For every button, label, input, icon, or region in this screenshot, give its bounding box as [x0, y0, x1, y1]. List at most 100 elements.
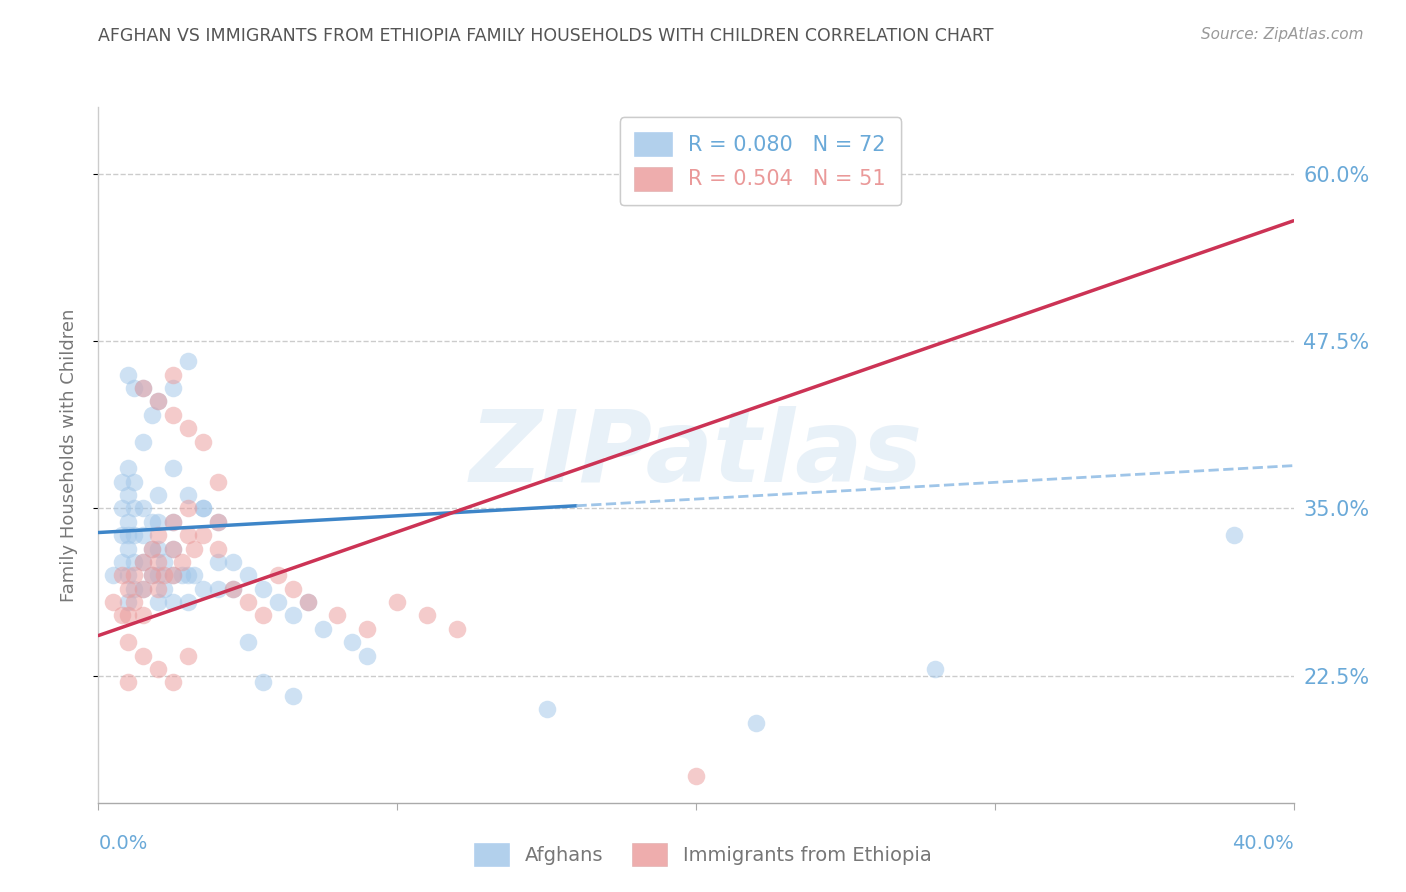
Point	[132, 555, 155, 569]
Point	[117, 635, 139, 649]
Point	[124, 528, 146, 542]
Point	[536, 702, 558, 716]
Point	[162, 408, 184, 422]
Text: 0.0%: 0.0%	[98, 834, 148, 853]
Point	[177, 595, 200, 609]
Point	[281, 608, 304, 623]
Point	[148, 394, 170, 409]
Point	[162, 568, 184, 582]
Point	[111, 568, 134, 582]
Point	[162, 541, 184, 556]
Point	[267, 568, 290, 582]
Point	[252, 608, 274, 623]
Point	[177, 568, 200, 582]
Point	[191, 582, 214, 596]
Point	[172, 555, 194, 569]
Point	[297, 595, 319, 609]
Point	[132, 434, 155, 449]
Point	[148, 528, 170, 542]
Point	[745, 715, 768, 730]
Point	[172, 568, 194, 582]
Point	[111, 528, 134, 542]
Point	[117, 515, 139, 529]
Point	[148, 541, 170, 556]
Text: ZIPatlas: ZIPatlas	[470, 407, 922, 503]
Point	[326, 608, 349, 623]
Point	[162, 368, 184, 382]
Point	[207, 515, 229, 529]
Point	[148, 394, 170, 409]
Point	[124, 501, 146, 516]
Point	[124, 595, 146, 609]
Point	[148, 555, 170, 569]
Legend: R = 0.080   N = 72, R = 0.504   N = 51: R = 0.080 N = 72, R = 0.504 N = 51	[620, 118, 901, 205]
Point	[162, 595, 184, 609]
Point	[111, 555, 134, 569]
Point	[1223, 528, 1246, 542]
Point	[416, 608, 439, 623]
Text: AFGHAN VS IMMIGRANTS FROM ETHIOPIA FAMILY HOUSEHOLDS WITH CHILDREN CORRELATION C: AFGHAN VS IMMIGRANTS FROM ETHIOPIA FAMIL…	[98, 27, 994, 45]
Point	[183, 568, 205, 582]
Point	[191, 528, 214, 542]
Legend: Afghans, Immigrants from Ethiopia: Afghans, Immigrants from Ethiopia	[467, 835, 939, 873]
Point	[191, 434, 214, 449]
Point	[148, 662, 170, 676]
Point	[117, 595, 139, 609]
Point	[236, 568, 259, 582]
Point	[141, 408, 163, 422]
Point	[446, 622, 468, 636]
Point	[132, 608, 155, 623]
Point	[148, 488, 170, 502]
Point	[141, 568, 163, 582]
Point	[222, 582, 245, 596]
Point	[117, 461, 139, 475]
Point	[162, 381, 184, 395]
Point	[162, 461, 184, 475]
Point	[207, 515, 229, 529]
Point	[124, 582, 146, 596]
Point	[153, 555, 176, 569]
Point	[342, 635, 364, 649]
Point	[191, 501, 214, 516]
Text: Source: ZipAtlas.com: Source: ZipAtlas.com	[1201, 27, 1364, 42]
Point	[252, 582, 274, 596]
Point	[177, 421, 200, 435]
Point	[222, 555, 245, 569]
Point	[207, 555, 229, 569]
Point	[356, 648, 378, 663]
Point	[207, 582, 229, 596]
Point	[153, 568, 176, 582]
Point	[132, 501, 155, 516]
Text: 40.0%: 40.0%	[1232, 834, 1294, 853]
Point	[207, 475, 229, 489]
Point	[132, 582, 155, 596]
Point	[177, 501, 200, 516]
Point	[111, 608, 134, 623]
Point	[117, 608, 139, 623]
Point	[162, 515, 184, 529]
Point	[141, 541, 163, 556]
Point	[222, 582, 245, 596]
Point	[117, 368, 139, 382]
Point	[132, 555, 155, 569]
Point	[924, 662, 946, 676]
Point	[132, 528, 155, 542]
Point	[685, 769, 707, 783]
Point	[191, 501, 214, 516]
Point	[111, 501, 134, 516]
Point	[236, 635, 259, 649]
Point	[207, 541, 229, 556]
Point	[124, 381, 146, 395]
Point	[177, 354, 200, 368]
Point	[183, 541, 205, 556]
Point	[236, 595, 259, 609]
Point	[117, 488, 139, 502]
Point	[141, 568, 163, 582]
Point	[124, 568, 146, 582]
Point	[124, 475, 146, 489]
Point	[148, 515, 170, 529]
Point	[103, 568, 125, 582]
Point	[132, 648, 155, 663]
Point	[148, 568, 170, 582]
Point	[141, 541, 163, 556]
